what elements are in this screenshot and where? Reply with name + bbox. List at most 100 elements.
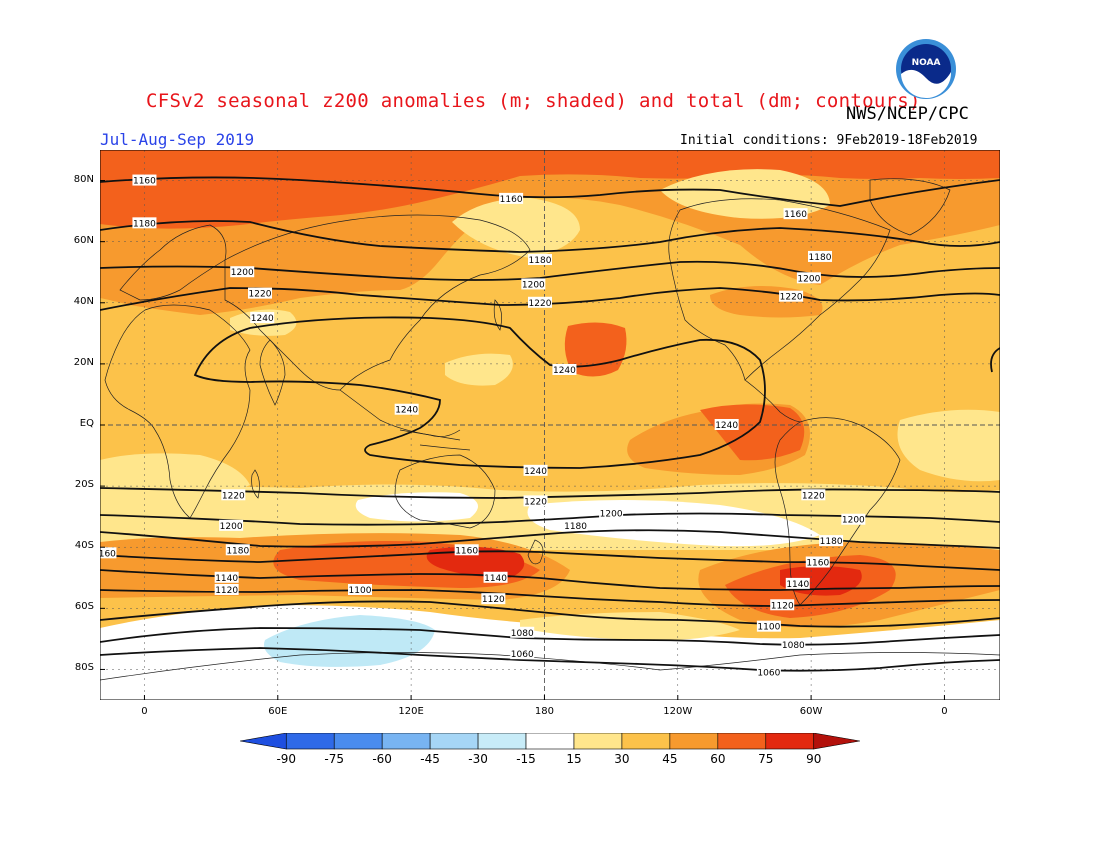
- contour-label-text: 1120: [482, 595, 505, 605]
- contour-label: 1240: [250, 312, 275, 324]
- coast-madagascar: [251, 469, 260, 499]
- colorbar-tick-label: -15: [516, 752, 536, 766]
- lon-tick-label: 0: [941, 706, 948, 717]
- contour-1160-south: [100, 550, 1000, 571]
- lon-tick-label: 60E: [268, 706, 288, 717]
- contour-label: 1100: [348, 584, 372, 596]
- anomaly-shade-60-75-north: [100, 150, 1000, 229]
- anomaly-shade-15-30-atlantic: [897, 409, 1000, 482]
- colorbar-tick-label: 60: [710, 752, 726, 766]
- contour-label: 1180: [225, 544, 250, 556]
- contour-label-box: [779, 290, 804, 302]
- contour-label-text: 1220: [249, 290, 272, 300]
- colorbar-segment: [573, 733, 623, 750]
- map-canvas: 1160 1160 1160 1180 1180 1180 1200 1200 1200 1220…: [100, 150, 1000, 700]
- contour-label-text: 1240: [715, 421, 738, 431]
- contour-label-text: 1240: [524, 467, 547, 477]
- anomaly-shade-15-30-antarctic: [520, 612, 740, 641]
- contour-label-text: 1220: [222, 491, 245, 501]
- contour-label-box: [801, 489, 826, 501]
- contour-label: 1060: [510, 648, 535, 660]
- contour-label: 1120: [214, 584, 239, 596]
- contour-label: 1200: [841, 513, 866, 526]
- contour-label-text: 1140: [786, 580, 809, 590]
- contour-label: 1080: [510, 626, 535, 639]
- colorbar-high-extension: [813, 733, 860, 750]
- contour-label-box: [563, 519, 588, 531]
- contour-label: 1220: [523, 495, 548, 507]
- colorbar-tick-label: 30: [614, 752, 630, 766]
- lat-tick-label: 40N: [73, 295, 94, 307]
- coast-japan: [493, 299, 502, 331]
- contour-label-box: [841, 513, 866, 525]
- coast-europe: [119, 224, 227, 301]
- contour-label: 1180: [808, 250, 832, 263]
- contour-label-text: 1080: [782, 641, 805, 651]
- contour-label-box: [783, 208, 808, 220]
- lat-tick-label: 40S: [74, 540, 94, 552]
- contour-label-text: 1160: [806, 559, 829, 569]
- contour-label-box: [230, 266, 255, 278]
- contour-label: 1200: [521, 278, 546, 290]
- contour-label-text: 1240: [251, 314, 274, 324]
- lat-tick-label: 20S: [74, 479, 94, 491]
- coast-se-asia: [339, 389, 461, 437]
- contour-label-box: [552, 364, 577, 375]
- contour-1060-south: [100, 647, 1000, 672]
- contour-label-box: [454, 544, 479, 556]
- contour-1120-south: [100, 589, 1000, 607]
- colorbar-segment: [525, 733, 575, 750]
- colorbar-low-extension: [240, 733, 287, 750]
- colorbar-tick-label: -75: [324, 752, 345, 766]
- contour-label-box: [781, 639, 806, 650]
- contour-label-box: [132, 174, 157, 186]
- contour-label: 1160: [132, 174, 157, 187]
- contour-label-text: 1200: [842, 516, 865, 526]
- contour-1240-north: [193, 316, 766, 469]
- contour-label: 1220: [528, 296, 552, 309]
- colorbar-tick-label: -45: [420, 752, 440, 766]
- contour-label: 1220: [248, 287, 272, 300]
- contour-label: 1160: [783, 208, 808, 220]
- map-panel: 1160 1160 1160 1180 1180 1180 1200 1200 1200 1220…: [100, 150, 1000, 700]
- contour-label-box: [214, 584, 239, 595]
- contour-label-text: 1200: [231, 268, 254, 278]
- anomaly-shade-60-75-pacific: [564, 322, 627, 377]
- coast-indonesia: [399, 429, 471, 451]
- contour-label-text: 1140: [215, 574, 238, 584]
- contour-label-box: [528, 254, 552, 265]
- contour-label-text: 1200: [600, 510, 623, 520]
- contour-label-box: [756, 666, 781, 678]
- contour-label: 1140: [483, 571, 508, 584]
- contour-label-text: 1200: [797, 274, 820, 284]
- coast-central-america: [744, 379, 801, 423]
- season-label: Jul-Aug-Sep 2019: [100, 130, 255, 149]
- contour-label-text: 1200: [220, 522, 243, 532]
- colorbar-tick-label: 75: [758, 752, 774, 766]
- anomaly-shade-15-30-siberia: [452, 198, 580, 258]
- contour-label: 1220: [221, 489, 246, 501]
- contour-label: 1140: [785, 577, 810, 590]
- contour-label-box: [225, 544, 250, 556]
- agency-label: NWS/NCEP/CPC: [846, 104, 969, 124]
- contour-label: 1120: [481, 593, 506, 605]
- contour-label-text: 1200: [522, 280, 545, 290]
- lat-tick-label: 20N: [73, 356, 94, 368]
- contour-label-text: 1160: [455, 546, 478, 556]
- lat-tick-label: EQ: [79, 418, 94, 429]
- contour-label: 1220: [801, 489, 826, 501]
- lon-tick-label: 60W: [799, 706, 823, 717]
- contour-label: 1180: [563, 519, 588, 532]
- contour-label-box: [214, 571, 239, 583]
- lat-tick-label: 80N: [73, 173, 94, 185]
- contour-label-text: 1220: [802, 491, 825, 501]
- contour-label: 1160: [454, 544, 479, 556]
- contour-1240-atlantic: [990, 347, 1000, 373]
- contour-label-box: [100, 547, 117, 559]
- contour-label: 1240: [523, 464, 548, 477]
- contour-label-text: 1060: [757, 669, 780, 679]
- lon-tick-label: 0: [141, 706, 148, 717]
- contour-label-box: [510, 626, 535, 638]
- contour-label: 1160: [499, 192, 524, 205]
- colorbar-tick-label: 90: [806, 752, 822, 766]
